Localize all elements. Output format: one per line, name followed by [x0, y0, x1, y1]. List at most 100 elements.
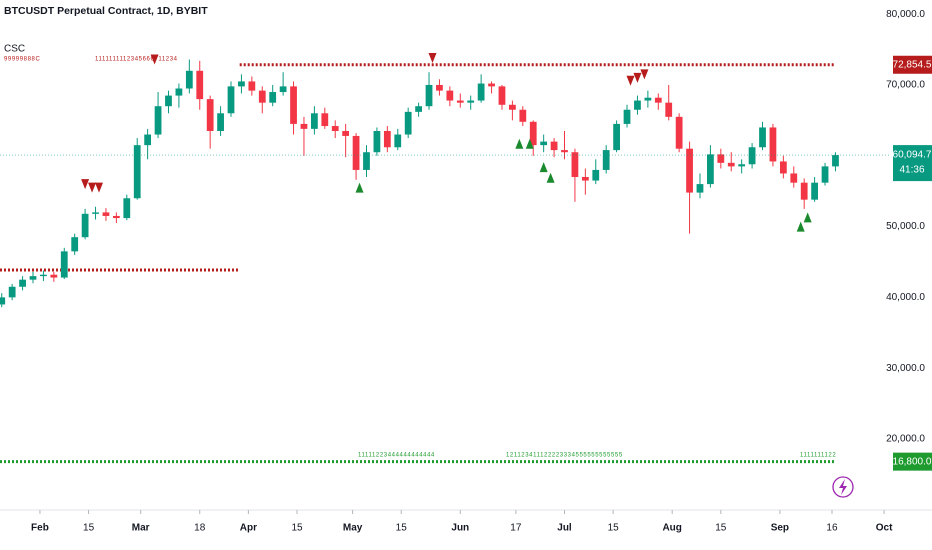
x-tick-label: 18	[194, 523, 206, 534]
signal-arrow	[525, 138, 534, 149]
chart-title: BTCUSDT Perpetual Contract, 1D, BYBIT	[4, 5, 208, 17]
candle-body	[488, 83, 495, 87]
signal-arrow	[150, 54, 159, 65]
candle-body	[102, 212, 110, 216]
x-tick-label: 15	[83, 523, 95, 534]
x-tick-label: May	[343, 523, 363, 534]
signal-arrow	[88, 182, 97, 193]
indicator-name: CSC	[4, 44, 25, 55]
candle-body	[748, 147, 756, 165]
candle-body	[644, 97, 652, 101]
alert-bolt	[839, 479, 847, 495]
countdown: 41:36	[899, 165, 924, 176]
x-tick-label: 17	[510, 523, 522, 534]
candle-body	[404, 111, 412, 135]
candle-body	[592, 169, 600, 181]
x-tick-label: Aug	[662, 523, 681, 534]
x-tick-label: Feb	[31, 523, 49, 534]
last-price-bg	[893, 145, 932, 182]
candle-body	[707, 154, 714, 185]
candle-body	[175, 88, 183, 96]
candle-body	[217, 113, 224, 131]
candle-body	[154, 106, 162, 135]
count-label: 11111223444444444444	[358, 453, 435, 459]
y-tick-label: 40,000.0	[886, 292, 925, 303]
y-tick-label: 30,000.0	[886, 363, 925, 374]
x-tick-label: Mar	[132, 523, 150, 534]
x-tick-label: Jun	[451, 523, 469, 534]
candle-body	[248, 81, 256, 91]
last-price-label: 60,094.7	[893, 150, 932, 161]
candle-body	[373, 130, 381, 153]
candle-body	[19, 279, 26, 287]
candle-body	[40, 274, 47, 277]
candle-body	[436, 84, 443, 91]
candle-body	[342, 130, 350, 136]
x-tick-label: Jul	[557, 523, 572, 534]
x-tick-label: 15	[715, 523, 727, 534]
candle-body	[509, 104, 516, 110]
candle-body	[331, 126, 339, 131]
candle-body	[727, 162, 735, 167]
candle-body	[519, 109, 527, 122]
candle-body	[238, 81, 245, 87]
candle-body	[425, 84, 433, 107]
candle-body	[561, 150, 568, 153]
count-label: 1111111122	[800, 453, 836, 459]
count-label: 121123411122223334555555555555	[506, 453, 623, 459]
candle-body	[540, 141, 548, 146]
count-label: 99999888C	[4, 57, 40, 63]
candle-body	[165, 95, 172, 107]
x-tick-label: Sep	[771, 523, 789, 534]
candle-body	[498, 86, 506, 105]
candle-body	[581, 177, 589, 181]
candle-body	[112, 215, 120, 219]
candle-body	[456, 100, 464, 103]
x-tick-label: Oct	[876, 523, 893, 534]
candle-body	[446, 90, 454, 101]
x-tick-label: 15	[396, 523, 408, 534]
candle-body	[665, 102, 673, 117]
candle-body	[602, 150, 610, 170]
signal-arrow	[803, 212, 812, 223]
candle-body	[415, 106, 422, 112]
candle-body	[529, 121, 537, 146]
x-tick-label: 16	[826, 523, 838, 534]
candle-body	[50, 274, 58, 278]
y-tick-label: 70,000.0	[886, 80, 925, 91]
candle-body	[71, 237, 79, 252]
price-label-bg	[893, 452, 932, 471]
signal-arrow	[428, 53, 437, 64]
candle-body	[363, 152, 370, 170]
signal-arrow	[633, 72, 642, 83]
signal-arrow	[515, 138, 524, 149]
candle-body	[571, 152, 579, 178]
candle-body	[81, 213, 89, 238]
signal-arrow	[546, 172, 555, 183]
candle-body	[779, 161, 787, 174]
candle-body	[227, 86, 235, 114]
price-label-bg	[893, 55, 932, 74]
candle-body	[321, 113, 329, 127]
candle-body	[550, 141, 558, 151]
candle-body	[769, 127, 777, 162]
candle-body	[352, 135, 360, 170]
signal-arrow	[539, 162, 548, 173]
candle-body	[383, 130, 391, 148]
candle-body	[811, 182, 819, 200]
candle-body	[477, 83, 485, 101]
signal-arrow	[640, 69, 649, 80]
price-label: 16,800.0	[893, 456, 932, 467]
candle-body	[196, 70, 204, 100]
y-tick-label: 80,000.0	[886, 9, 925, 20]
price-label: 72,854.5	[893, 59, 932, 70]
candle-body	[738, 164, 746, 167]
signal-arrow	[95, 182, 104, 193]
candle-body	[269, 92, 277, 103]
signal-arrow	[81, 179, 90, 190]
x-tick-label: 15	[291, 523, 303, 534]
y-tick-label: 20,000.0	[886, 434, 925, 445]
candle-body	[144, 134, 152, 146]
candle-body	[123, 198, 131, 219]
